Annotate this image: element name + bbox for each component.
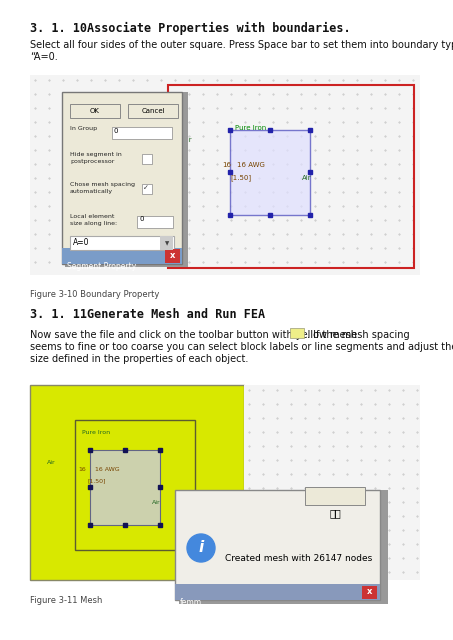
Bar: [137, 216, 173, 228]
Text: seems to fine or too coarse you can select block labels or line segments and adj: seems to fine or too coarse you can sele…: [30, 342, 453, 364]
Text: Figure 3-11 Mesh: Figure 3-11 Mesh: [30, 596, 102, 605]
Text: [1.50]: [1.50]: [88, 478, 106, 483]
Text: x: x: [170, 250, 175, 259]
Bar: [362, 586, 377, 599]
Bar: [168, 85, 414, 268]
Bar: [62, 248, 182, 264]
Text: Now save the file and click on the toolbar button with yellow mesh: Now save the file and click on the toolb…: [30, 330, 357, 340]
Text: 16 AWG: 16 AWG: [95, 467, 120, 472]
Text: ✓: ✓: [143, 185, 149, 191]
Bar: [30, 75, 420, 275]
Text: A=0: A=0: [73, 238, 90, 247]
Text: Segment Property: Segment Property: [67, 262, 136, 271]
Bar: [160, 236, 173, 250]
Text: Air: Air: [302, 175, 312, 181]
Text: 3. 1. 10Associate Properties with boundaries.: 3. 1. 10Associate Properties with bounda…: [30, 22, 351, 35]
Text: 16 AWG: 16 AWG: [237, 162, 265, 168]
Circle shape: [187, 534, 215, 562]
Text: femm: femm: [180, 598, 202, 607]
Text: i: i: [198, 541, 204, 556]
Bar: [175, 584, 380, 600]
Text: 16: 16: [78, 467, 86, 472]
Text: In Group: In Group: [70, 126, 97, 131]
Text: Air: Air: [152, 500, 161, 505]
Text: Pure Iron: Pure Iron: [82, 430, 110, 435]
Text: Air: Air: [47, 460, 56, 465]
Bar: [290, 328, 304, 338]
Bar: [142, 184, 152, 194]
Text: Chose mesh spacing
automatically: Chose mesh spacing automatically: [70, 182, 135, 193]
Bar: [305, 487, 365, 505]
Text: Cancel: Cancel: [141, 108, 165, 114]
Text: Air: Air: [183, 137, 193, 143]
Text: Created mesh with 26147 nodes: Created mesh with 26147 nodes: [225, 554, 372, 563]
Bar: [75, 420, 195, 550]
Text: ▼: ▼: [165, 241, 169, 246]
Bar: [175, 490, 380, 600]
Text: 0: 0: [139, 216, 144, 222]
Bar: [70, 236, 174, 250]
Text: x: x: [367, 588, 373, 596]
Text: 3. 1. 11Generate Mesh and Run FEA: 3. 1. 11Generate Mesh and Run FEA: [30, 308, 265, 321]
Bar: [62, 92, 182, 264]
Text: Pure Iron: Pure Iron: [235, 125, 266, 131]
Text: [1.50]: [1.50]: [230, 174, 251, 180]
Bar: [112, 127, 172, 139]
Text: OK: OK: [90, 108, 100, 114]
Text: Figure 3-10 Boundary Property: Figure 3-10 Boundary Property: [30, 290, 159, 299]
Bar: [230, 130, 310, 215]
Bar: [179, 490, 388, 604]
Bar: [128, 104, 178, 118]
Text: 0: 0: [114, 128, 119, 134]
Text: . If the mesh spacing: . If the mesh spacing: [307, 330, 410, 340]
Bar: [90, 450, 160, 525]
Bar: [65, 92, 188, 267]
Text: Local element
size along line:: Local element size along line:: [70, 214, 117, 226]
Bar: [30, 385, 244, 580]
Text: Hide segment in
postprocessor: Hide segment in postprocessor: [70, 152, 122, 164]
Bar: [70, 104, 120, 118]
Bar: [142, 154, 152, 164]
Bar: [165, 249, 180, 263]
Bar: [244, 385, 420, 580]
Text: Select all four sides of the outer square. Press Space bar to set them into boun: Select all four sides of the outer squar…: [30, 40, 453, 61]
Text: 16: 16: [222, 162, 231, 168]
Text: 确定: 确定: [329, 508, 341, 518]
